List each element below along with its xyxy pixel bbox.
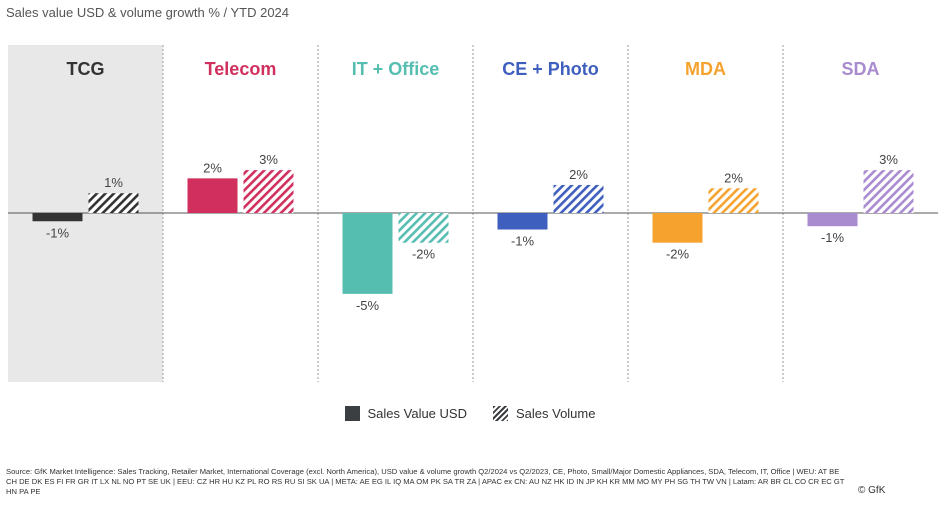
legend-item-sales-volume: Sales Volume [492,406,596,421]
data-label-sales-value-usd-it-office: -5% [356,298,380,313]
chart-title: Sales value USD & volume growth % / YTD … [6,5,290,20]
bar-sales-value-usd-tcg [32,213,83,222]
category-label-telecom: Telecom [205,59,277,79]
bar-sales-value-usd-sda [807,213,858,227]
bar-sales-value-usd-telecom [187,178,238,213]
legend-label-sales-volume: Sales Volume [515,406,596,421]
bar-sales-volume-tcg [88,193,139,213]
data-label-sales-volume-sda: 3% [879,152,898,167]
category-label-tcg: TCG [67,59,105,79]
data-label-sales-value-usd-tcg: -1% [46,225,70,240]
data-label-sales-value-usd-mda: -2% [666,247,690,262]
category-label-sda: SDA [841,59,879,79]
data-label-sales-value-usd-ce-photo: -1% [511,234,535,249]
bar-chart: TCG -1% 1% Telecom 2% 3% IT + Office -5% -2% CE +… [8,45,938,382]
bar-sales-volume-ce-photo [553,184,604,213]
data-label-sales-volume-tcg: 1% [104,175,123,190]
data-label-sales-value-usd-telecom: 2% [203,160,222,175]
category-label-it-office: IT + Office [352,59,440,79]
data-label-sales-value-usd-sda: -1% [821,230,845,245]
data-label-sales-volume-mda: 2% [724,170,743,185]
category-label-mda: MDA [685,59,726,79]
data-label-sales-volume-telecom: 3% [259,152,278,167]
category-label-ce-photo: CE + Photo [502,59,599,79]
bar-sales-volume-sda [863,170,914,213]
legend-label-sales-value: Sales Value USD [367,406,467,421]
bar-sales-volume-telecom [243,170,294,213]
copyright-notice: © GfK [858,485,886,496]
source-footnote: Source: GfK Market Intelligence: Sales T… [6,467,845,496]
bar-sales-volume-mda [708,188,759,213]
bar-sales-value-usd-ce-photo [497,213,548,230]
data-label-sales-volume-ce-photo: 2% [569,167,588,182]
legend-swatch-solid [344,406,360,421]
legend-item-sales-value: Sales Value USD [344,406,467,421]
chart-legend: Sales Value USD Sales Volume [0,406,940,421]
bar-sales-value-usd-mda [652,213,703,243]
bar-sales-volume-it-office [398,213,449,243]
bar-sales-value-usd-it-office [342,213,393,294]
data-label-sales-volume-it-office: -2% [412,247,436,262]
legend-swatch-hatched [492,406,508,421]
